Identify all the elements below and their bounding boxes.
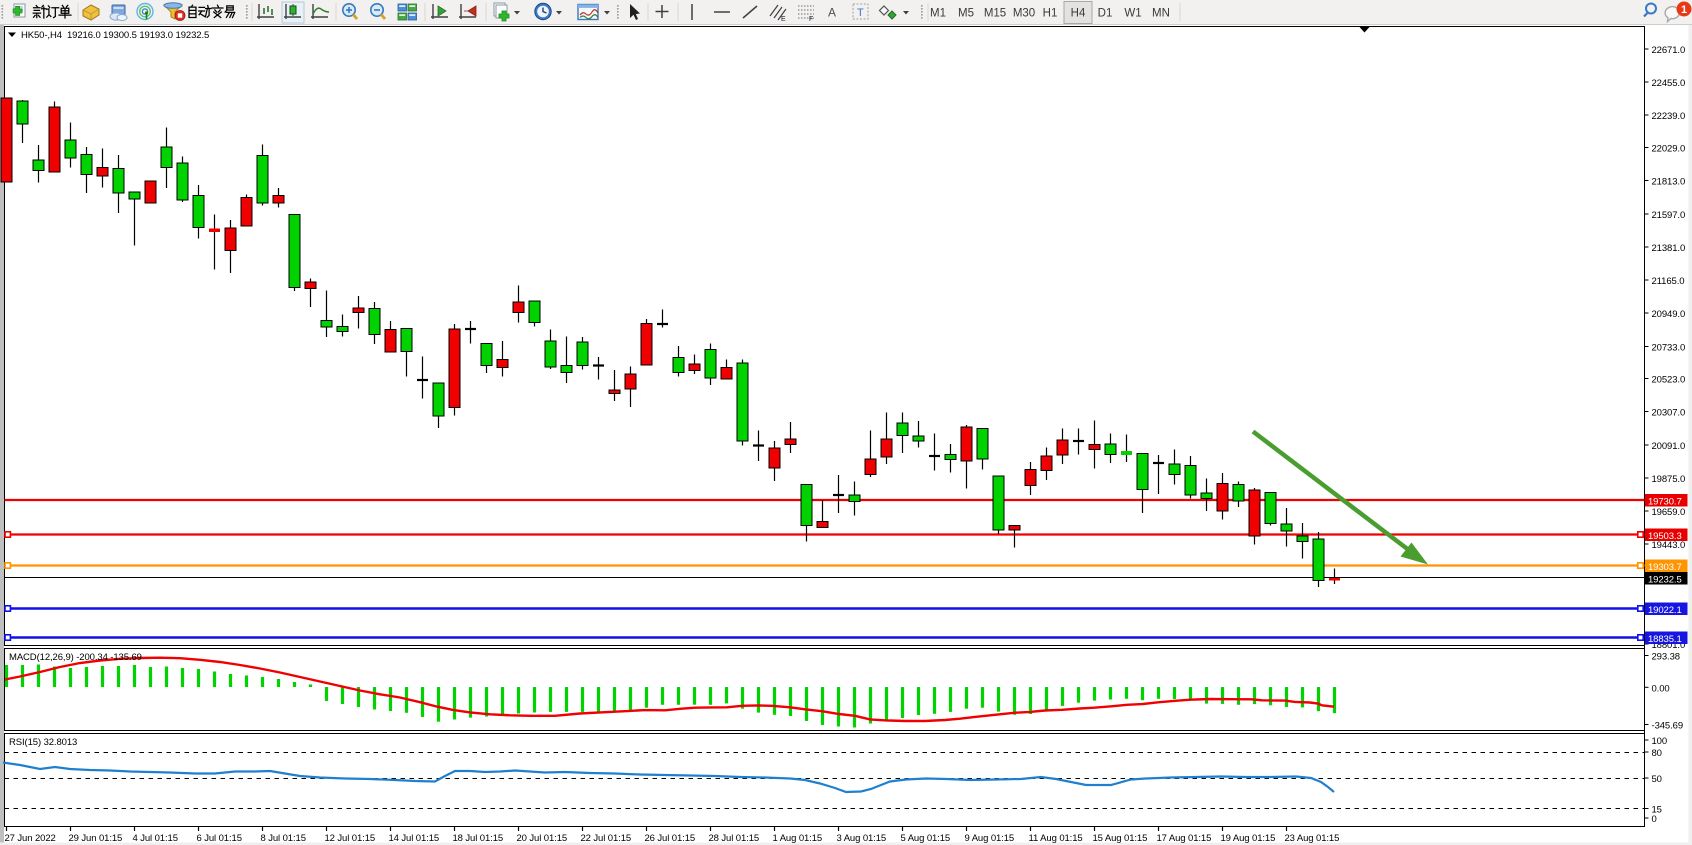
svg-text:RSI(15) 32.8013: RSI(15) 32.8013 bbox=[9, 737, 77, 748]
svg-text:19503.3: 19503.3 bbox=[1648, 531, 1682, 542]
svg-text:HK50-,H4 19216.0 19300.5 1919: HK50-,H4 19216.0 19300.5 19193.0 19232.5 bbox=[21, 30, 209, 41]
svg-text:29 Jun 01:15: 29 Jun 01:15 bbox=[69, 833, 123, 844]
svg-text:50: 50 bbox=[1652, 774, 1662, 785]
svg-text:20949.0: 20949.0 bbox=[1652, 309, 1686, 320]
svg-text:MN: MN bbox=[1152, 8, 1170, 20]
svg-text:19 Aug 01:15: 19 Aug 01:15 bbox=[1221, 833, 1276, 844]
svg-text:12 Jul 01:15: 12 Jul 01:15 bbox=[325, 833, 376, 844]
svg-text:M5: M5 bbox=[958, 8, 974, 20]
svg-text:26 Jul 01:15: 26 Jul 01:15 bbox=[645, 833, 696, 844]
svg-text:E: E bbox=[781, 16, 786, 23]
svg-text:18835.1: 18835.1 bbox=[1648, 634, 1682, 645]
svg-text:1: 1 bbox=[1681, 4, 1687, 16]
svg-text:M15: M15 bbox=[984, 8, 1006, 20]
svg-text:21165.0: 21165.0 bbox=[1652, 276, 1685, 287]
svg-text:MACD(12,26,9) -200.34 -135.69: MACD(12,26,9) -200.34 -135.69 bbox=[9, 652, 142, 663]
svg-text:11 Aug 01:15: 11 Aug 01:15 bbox=[1029, 833, 1083, 844]
svg-text:H1: H1 bbox=[1043, 8, 1058, 20]
svg-text:22671.0: 22671.0 bbox=[1652, 45, 1686, 56]
svg-text:28 Jul 01:15: 28 Jul 01:15 bbox=[709, 833, 760, 844]
svg-text:20 Jul 01:15: 20 Jul 01:15 bbox=[517, 833, 568, 844]
svg-text:19875.0: 19875.0 bbox=[1652, 474, 1686, 485]
svg-text:T: T bbox=[857, 7, 864, 19]
svg-text:F: F bbox=[809, 16, 813, 23]
svg-text:100: 100 bbox=[1652, 736, 1668, 747]
svg-text:1 Aug 01:15: 1 Aug 01:15 bbox=[773, 833, 823, 844]
svg-text:4 Jul 01:15: 4 Jul 01:15 bbox=[133, 833, 178, 844]
svg-text:20523.0: 20523.0 bbox=[1652, 375, 1686, 386]
svg-text:18801.0: 18801.0 bbox=[1652, 640, 1686, 651]
svg-text:21597.0: 21597.0 bbox=[1652, 210, 1686, 221]
svg-text:H4: H4 bbox=[1071, 8, 1086, 20]
svg-text:20733.0: 20733.0 bbox=[1652, 343, 1686, 354]
svg-text:W1: W1 bbox=[1124, 8, 1141, 20]
svg-text:M1: M1 bbox=[930, 8, 946, 20]
svg-text:22455.0: 22455.0 bbox=[1652, 78, 1686, 89]
svg-text:M30: M30 bbox=[1013, 8, 1035, 20]
svg-text:9 Aug 01:15: 9 Aug 01:15 bbox=[965, 833, 1015, 844]
svg-text:80: 80 bbox=[1652, 748, 1662, 759]
svg-text:A: A bbox=[828, 6, 836, 20]
svg-text:0: 0 bbox=[1652, 814, 1657, 825]
svg-text:20307.0: 20307.0 bbox=[1652, 408, 1686, 419]
svg-text:22 Jul 01:15: 22 Jul 01:15 bbox=[581, 833, 632, 844]
svg-text:15 Aug 01:15: 15 Aug 01:15 bbox=[1093, 833, 1148, 844]
svg-text:19232.5: 19232.5 bbox=[1648, 575, 1682, 586]
svg-text:21381.0: 21381.0 bbox=[1652, 243, 1686, 254]
svg-text:5 Aug 01:15: 5 Aug 01:15 bbox=[901, 833, 951, 844]
svg-text:293.38: 293.38 bbox=[1652, 652, 1680, 663]
svg-text:17 Aug 01:15: 17 Aug 01:15 bbox=[1157, 833, 1212, 844]
svg-text:21813.0: 21813.0 bbox=[1652, 177, 1686, 188]
svg-text:8 Jul 01:15: 8 Jul 01:15 bbox=[261, 833, 306, 844]
svg-text:22239.0: 22239.0 bbox=[1652, 111, 1686, 122]
svg-text:18 Jul 01:15: 18 Jul 01:15 bbox=[453, 833, 504, 844]
svg-text:22029.0: 22029.0 bbox=[1652, 144, 1686, 155]
svg-text:20091.0: 20091.0 bbox=[1652, 441, 1686, 452]
svg-text:6 Jul 01:15: 6 Jul 01:15 bbox=[197, 833, 242, 844]
svg-text:19022.1: 19022.1 bbox=[1648, 605, 1682, 616]
svg-text:19730.7: 19730.7 bbox=[1648, 497, 1682, 508]
svg-text:19443.0: 19443.0 bbox=[1652, 540, 1686, 551]
svg-text:-345.69: -345.69 bbox=[1652, 721, 1684, 732]
svg-text:0.00: 0.00 bbox=[1652, 683, 1670, 694]
svg-text:27 Jun 2022: 27 Jun 2022 bbox=[5, 833, 56, 844]
svg-text:19659.0: 19659.0 bbox=[1652, 507, 1686, 518]
svg-text:D1: D1 bbox=[1098, 8, 1113, 20]
svg-text:19303.7: 19303.7 bbox=[1648, 562, 1682, 573]
svg-text:23 Aug 01:15: 23 Aug 01:15 bbox=[1285, 833, 1340, 844]
svg-text:14 Jul 01:15: 14 Jul 01:15 bbox=[389, 833, 440, 844]
svg-text:3 Aug 01:15: 3 Aug 01:15 bbox=[837, 833, 887, 844]
svg-text:15: 15 bbox=[1652, 805, 1662, 816]
